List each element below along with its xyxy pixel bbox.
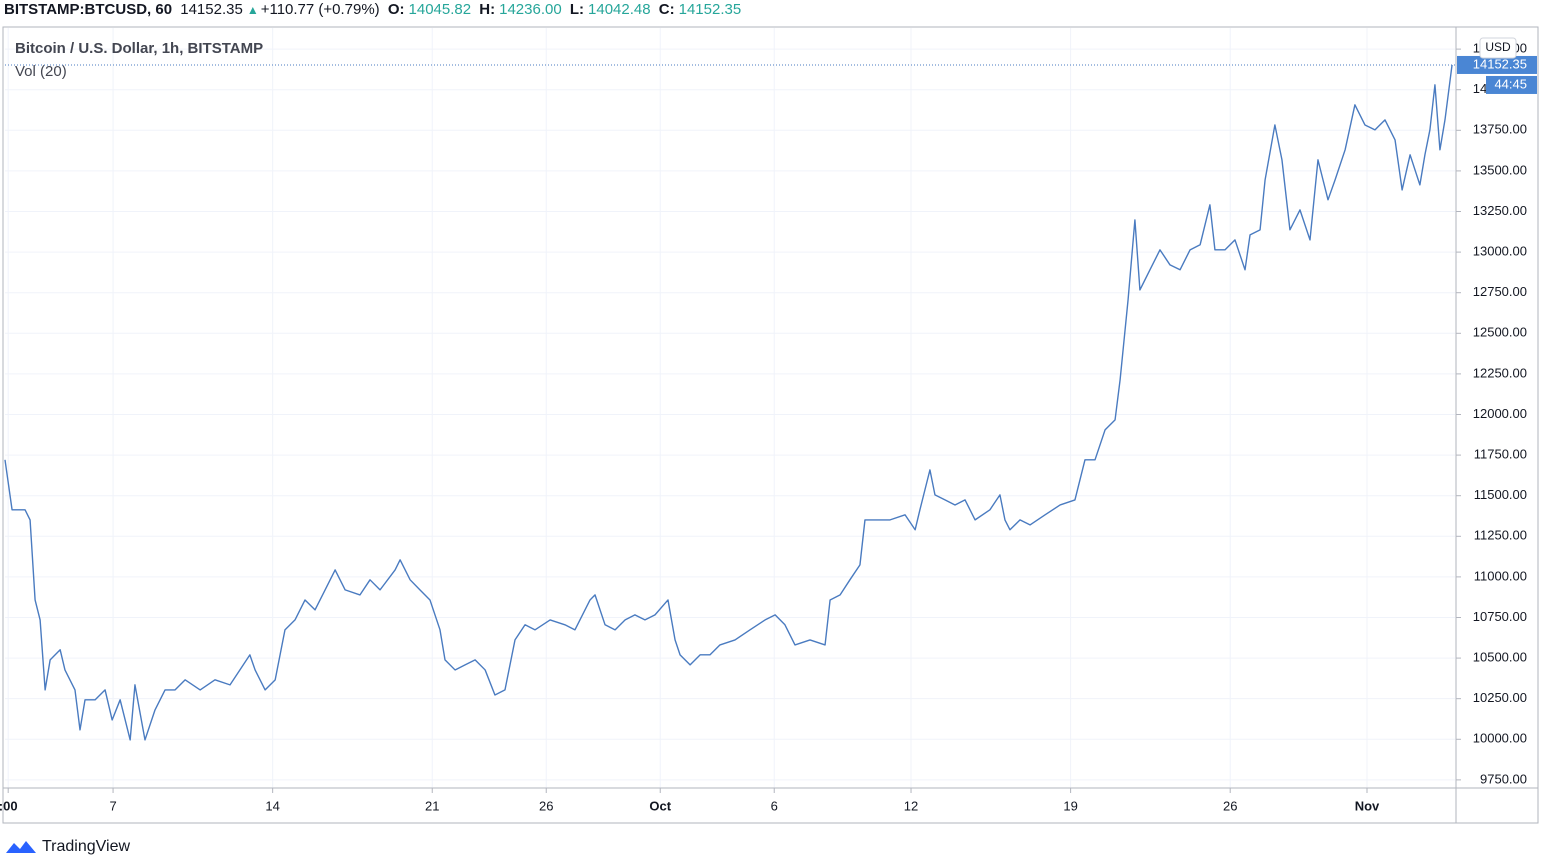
- y-tick-label: 10750.00: [1473, 609, 1527, 624]
- currency-button[interactable]: [1479, 37, 1517, 59]
- y-tick-label: 12500.00: [1473, 325, 1527, 340]
- price-line: [4, 64, 1453, 741]
- last-price-box: [1457, 55, 1537, 74]
- y-tick-label: 11250.00: [1474, 528, 1527, 543]
- axes: 9750.00 10000.00 10250.00 10500.00 10750.00 1…: [0, 41, 1527, 814]
- y-tick-label: 13500.00: [1473, 162, 1527, 177]
- brand-logo: [6, 841, 36, 853]
- x-tick-label: 26: [1223, 798, 1237, 813]
- y-tick-label: 10250.00: [1473, 690, 1527, 705]
- y-tick-label: 12750.00: [1473, 284, 1527, 299]
- last-price-label: 14152.35: [1473, 56, 1527, 71]
- currency-label: USD: [1485, 40, 1511, 54]
- y-tick-label: 12000.00: [1473, 406, 1527, 421]
- x-tick-label: 6: [771, 798, 778, 813]
- y-tick-label: 11000.00: [1474, 568, 1527, 583]
- price-overlay: 14152.35 44:45: [5, 55, 1537, 94]
- low: 14042.48: [588, 1, 651, 18]
- close: 14152.35: [678, 1, 742, 18]
- y-tick-label: 9750.00: [1480, 771, 1527, 786]
- x-tick-label: 21: [425, 798, 439, 813]
- low-label: L:: [569, 1, 585, 18]
- x-tick-label: 12: [904, 798, 918, 813]
- high: 14236.00: [499, 1, 562, 18]
- countdown-box: [1486, 75, 1537, 94]
- footer: TradingView: [4, 836, 130, 858]
- brand: TradingView: [42, 838, 131, 855]
- y-tick-label: 13000.00: [1473, 244, 1527, 259]
- logo-shape: [6, 841, 36, 853]
- high-label: H:: [479, 1, 496, 18]
- y-tick-label: 11500.00: [1474, 487, 1527, 502]
- x-tick-label: 26: [539, 798, 553, 813]
- close-label: C:: [658, 1, 675, 18]
- x-tick-label: 14: [265, 798, 279, 813]
- symbol: BITSTAMP:BTCUSD, 60: [4, 1, 173, 18]
- chart: 9750.00 10000.00 10250.00 10500.00 10750.00 1…: [0, 26, 1539, 824]
- grid: [5, 28, 1455, 788]
- y-tick-label: 13250.00: [1473, 203, 1527, 218]
- open: 14045.82: [408, 1, 472, 18]
- x-tick-label: :00: [0, 798, 18, 813]
- x-tick-label: 7: [109, 798, 116, 813]
- y-tick-label: 13750.00: [1473, 122, 1527, 137]
- chart-frame: [2, 26, 1539, 824]
- countdown-label: 44:45: [1494, 76, 1527, 91]
- y-tick-label: 11750.00: [1474, 447, 1527, 462]
- plot: [4, 64, 1453, 741]
- y-tick-label: 10500.00: [1473, 650, 1527, 665]
- indicator-label: Vol (20): [15, 63, 67, 80]
- up-arrow: ▲: [246, 3, 259, 17]
- x-tick-label: Oct: [649, 798, 671, 813]
- change: +110.77 (+0.79%): [260, 1, 380, 18]
- open-label: O:: [387, 1, 405, 18]
- y-tick-label: 12250.00: [1473, 365, 1527, 380]
- chart-title: Bitcoin / U.S. Dollar, 1h, BITSTAMP: [15, 40, 263, 57]
- y-tick-label: 10000.00: [1473, 731, 1527, 746]
- x-tick-label: Nov: [1355, 798, 1380, 813]
- last-price: 14152.35: [180, 1, 243, 18]
- x-tick-label: 19: [1063, 798, 1077, 813]
- symbol-header: BITSTAMP:BTCUSD, 60 14152.35 ▲ +110.77 (+0…: [4, 0, 745, 20]
